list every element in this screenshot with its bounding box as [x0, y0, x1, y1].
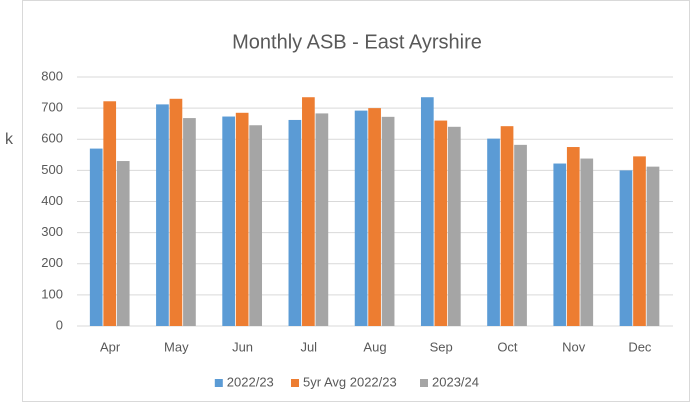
x-tick-label: Jul: [300, 339, 317, 354]
bar: [315, 113, 329, 326]
bar: [580, 158, 594, 326]
bar: [368, 108, 381, 326]
bar: [89, 148, 103, 326]
bar: [183, 118, 196, 327]
x-tick-label: Jun: [232, 339, 253, 354]
y-tick-label: 500: [41, 162, 63, 177]
bar: [288, 119, 302, 326]
bar: [514, 144, 527, 326]
x-tick-label: Aug: [363, 339, 386, 354]
y-tick-label: 700: [41, 100, 63, 115]
bar: [487, 138, 500, 326]
bar: [434, 120, 448, 326]
bar: [249, 125, 263, 327]
bar: [222, 116, 236, 326]
bar: [103, 101, 117, 326]
bar: [381, 116, 395, 326]
legend-swatch: [420, 379, 428, 387]
bar: [553, 163, 567, 326]
x-tick-label: Nov: [562, 339, 586, 354]
x-tick-label: Apr: [100, 339, 121, 354]
x-tick-label: May: [164, 339, 189, 354]
bar: [116, 161, 130, 326]
bar: [156, 104, 169, 326]
bar: [447, 126, 461, 326]
bar: [235, 112, 249, 326]
x-tick-label: Dec: [628, 339, 652, 354]
bar: [619, 170, 633, 326]
legend-label: 2022/23: [227, 374, 274, 389]
y-tick-label: 800: [41, 68, 63, 83]
y-tick-label: 600: [41, 131, 63, 146]
x-tick-label: Oct: [497, 339, 518, 354]
bar: [302, 97, 315, 326]
legend-label: 2023/24: [432, 374, 479, 389]
chart-title: Monthly ASB - East Ayrshire: [232, 31, 482, 53]
x-tick-label: Sep: [430, 339, 453, 354]
y-tick-label: 200: [41, 255, 63, 270]
legend-swatch: [214, 379, 223, 387]
bar: [566, 147, 580, 326]
legend-label: 5yr Avg 2022/23: [303, 374, 397, 389]
side-text: k: [5, 131, 14, 148]
bar: [646, 166, 660, 326]
y-tick-label: 0: [56, 317, 63, 332]
bar: [354, 110, 368, 327]
y-tick-label: 400: [41, 193, 63, 208]
bar: [169, 98, 183, 326]
bar: [420, 97, 434, 326]
bar: [500, 126, 514, 327]
y-tick-label: 100: [41, 286, 63, 301]
y-tick-label: 300: [41, 224, 63, 239]
legend-swatch: [291, 379, 299, 387]
bar: [633, 156, 646, 326]
